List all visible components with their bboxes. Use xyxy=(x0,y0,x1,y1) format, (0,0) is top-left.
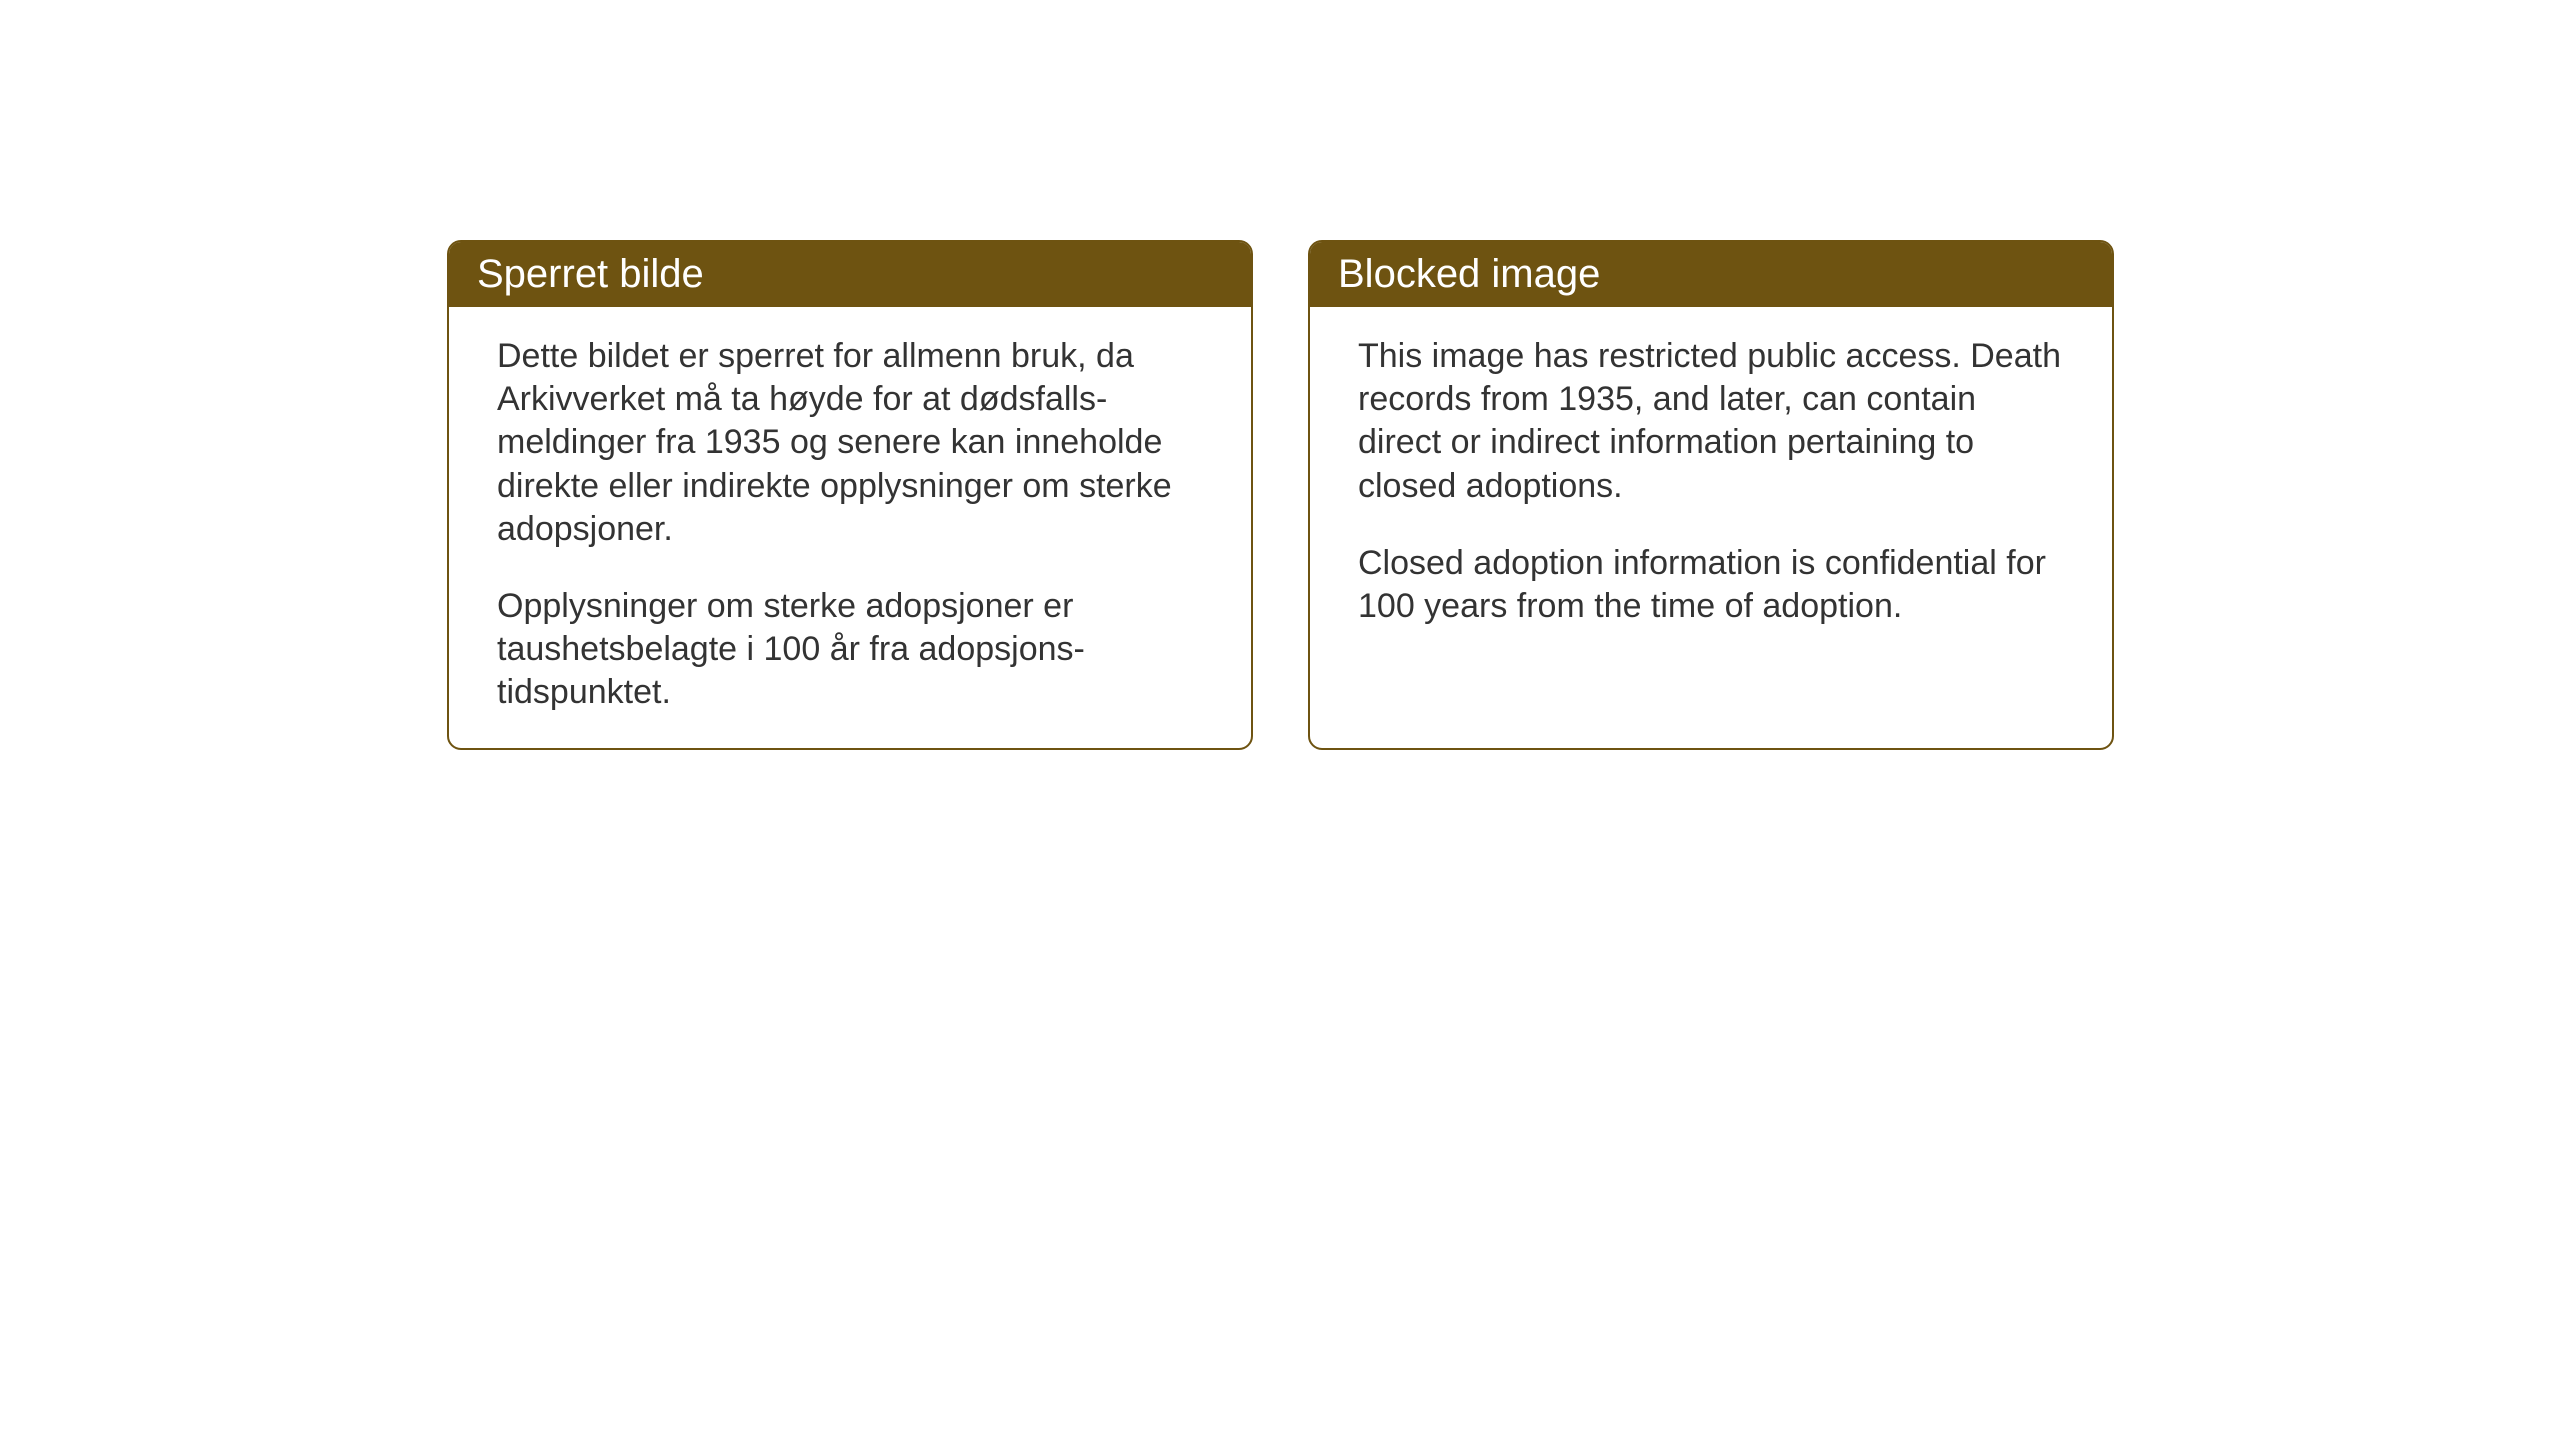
card-title-norwegian: Sperret bilde xyxy=(477,252,704,296)
card-paragraph-2-norwegian: Opplysninger om sterke adopsjoner er tau… xyxy=(497,585,1203,715)
card-paragraph-2-english: Closed adoption information is confident… xyxy=(1358,542,2064,628)
blocked-image-card-english: Blocked image This image has restricted … xyxy=(1308,240,2114,750)
card-header-english: Blocked image xyxy=(1310,242,2112,307)
card-paragraph-1-english: This image has restricted public access.… xyxy=(1358,335,2064,508)
notice-cards-container: Sperret bilde Dette bildet er sperret fo… xyxy=(447,240,2114,750)
card-body-english: This image has restricted public access.… xyxy=(1310,307,2112,706)
card-paragraph-1-norwegian: Dette bildet er sperret for allmenn bruk… xyxy=(497,335,1203,551)
card-header-norwegian: Sperret bilde xyxy=(449,242,1251,307)
card-body-norwegian: Dette bildet er sperret for allmenn bruk… xyxy=(449,307,1251,748)
blocked-image-card-norwegian: Sperret bilde Dette bildet er sperret fo… xyxy=(447,240,1253,750)
card-title-english: Blocked image xyxy=(1338,252,1600,296)
